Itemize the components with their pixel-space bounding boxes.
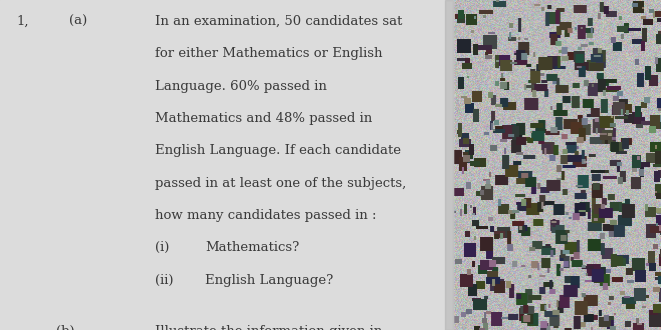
Text: (i): (i) — [155, 241, 170, 254]
Bar — [445, 0, 453, 330]
Text: English Language?: English Language? — [205, 274, 333, 286]
Text: for either Mathematics or English: for either Mathematics or English — [155, 47, 383, 60]
Text: how many candidates passed in :: how many candidates passed in : — [155, 209, 377, 222]
Text: passed in at least one of the subjects,: passed in at least one of the subjects, — [155, 177, 407, 189]
Text: Language. 60% passed in: Language. 60% passed in — [155, 80, 327, 92]
Text: (a): (a) — [69, 15, 88, 28]
Text: (b): (b) — [56, 325, 75, 330]
Text: In an examination, 50 candidates sat: In an examination, 50 candidates sat — [155, 15, 403, 28]
Text: English Language. If each candidate: English Language. If each candidate — [155, 144, 401, 157]
Text: (ii): (ii) — [155, 274, 174, 286]
Bar — [0, 0, 453, 330]
Text: Mathematics?: Mathematics? — [205, 241, 299, 254]
Text: 1,: 1, — [17, 15, 29, 28]
Text: Illustrate the information given in: Illustrate the information given in — [155, 325, 383, 330]
Text: Mathematics and 48% passed in: Mathematics and 48% passed in — [155, 112, 373, 125]
